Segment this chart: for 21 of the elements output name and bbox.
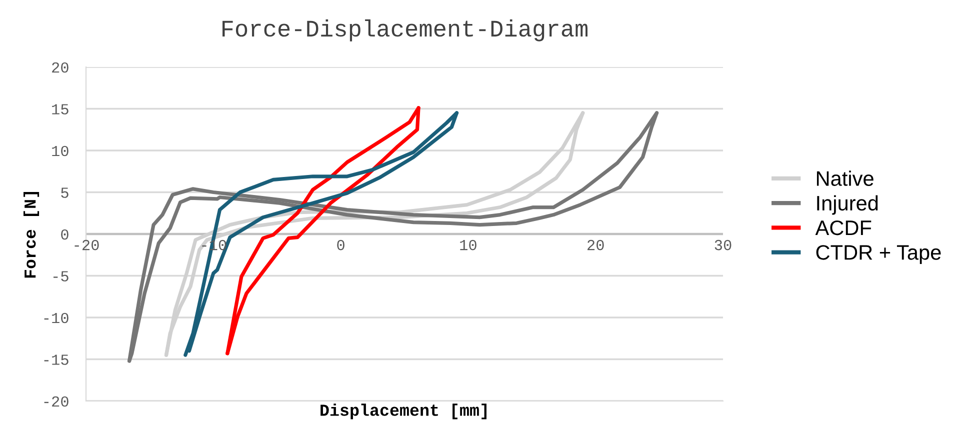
x-axis-title: Displacement [mm] <box>320 404 486 420</box>
x-tick-label: 10 <box>460 240 476 250</box>
chart-title: Force-Displacement-Diagram <box>222 19 588 42</box>
y-tick-label: 15 <box>52 104 68 114</box>
x-tick-label: 30 <box>714 240 732 250</box>
y-tick-label: -5 <box>53 271 68 282</box>
y-tick-label: -10 <box>44 312 68 324</box>
y-tick-label: -20 <box>44 396 68 407</box>
y-tick-label: 5 <box>61 188 68 198</box>
y-axis-title: Force [N] <box>24 192 40 278</box>
y-tick-label: -15 <box>44 354 68 365</box>
x-tick-label: 20 <box>588 240 604 250</box>
y-tick-label: 20 <box>52 62 68 73</box>
x-tick-label: 0 <box>337 240 344 250</box>
legend-label: Native <box>816 170 874 186</box>
x-tick-label: -20 <box>74 240 99 250</box>
legend-label: ACDF <box>815 220 872 236</box>
legend-label: Injured <box>817 195 878 215</box>
legend-label: CTDR + Tape <box>816 245 941 264</box>
y-tick-label: 0 <box>61 229 68 240</box>
y-tick-label: 10 <box>52 146 68 156</box>
